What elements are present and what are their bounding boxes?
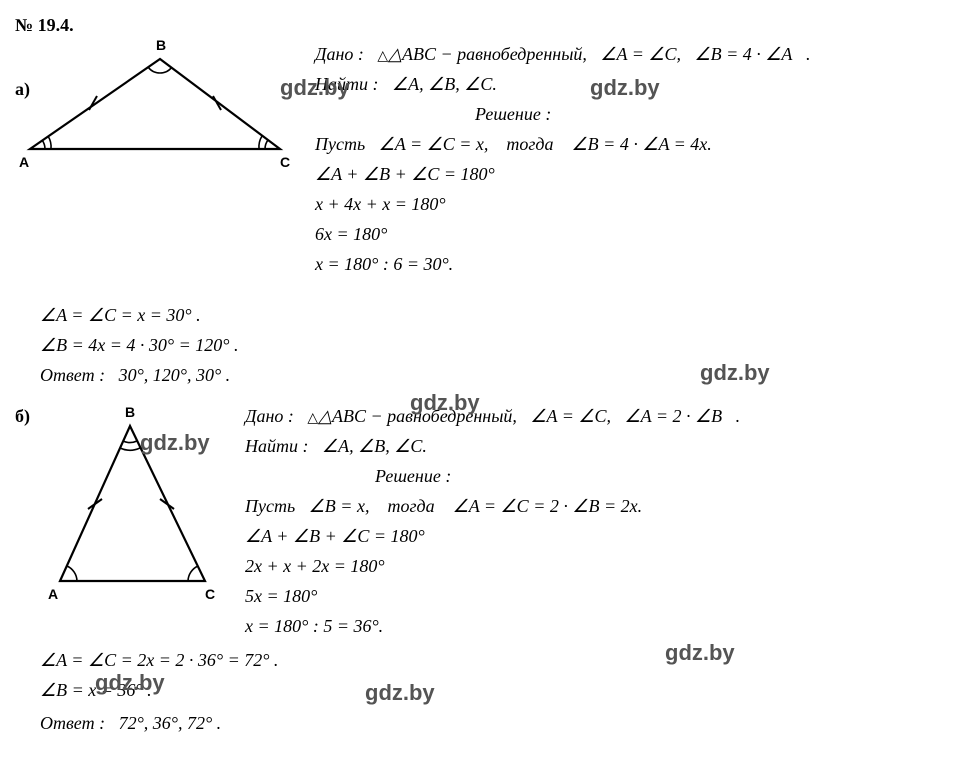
given-t3: ∠A = 2 · ∠B <box>625 406 723 426</box>
part-a-solution-label: Решение : <box>475 101 955 128</box>
part-a-eq3: 6x = 180° <box>315 221 955 248</box>
part-a-section: а) A B C Дано : △△ABC − равнобедренный, … <box>15 39 955 299</box>
let-t1: ∠A = ∠C = x, <box>379 134 489 154</box>
find-text: ∠A, ∠B, ∠C. <box>392 74 497 94</box>
part-a-res1: ∠A = ∠C = x = 30° . <box>40 302 955 329</box>
given-label: Дано : <box>315 44 364 64</box>
part-b-eq2: 2x + x + 2x = 180° <box>245 553 955 580</box>
given-t1: △ABC − равнобедренный, <box>318 406 517 426</box>
given-t2: ∠A = ∠C, <box>600 44 681 64</box>
part-b-res1: ∠A = ∠C = 2x = 2 · 36° = 72° . <box>40 647 955 674</box>
vertex-b-label-B: B <box>125 404 135 420</box>
then-label: тогда <box>387 496 434 516</box>
vertex-a-label-B: B <box>156 37 166 53</box>
given-label: Дано : <box>245 406 294 426</box>
find-label: Найти : <box>245 436 309 456</box>
given-t2: ∠A = ∠C, <box>530 406 611 426</box>
triangle-b-shape <box>60 426 205 581</box>
part-a-res2: ∠B = 4x = 4 · 30° = 120° . <box>40 332 955 359</box>
part-a-given: Дано : △△ABC − равнобедренный, ∠A = ∠C, … <box>315 39 955 68</box>
triangle-b-svg <box>35 406 235 606</box>
answer-text: 72°, 36°, 72° . <box>119 713 222 733</box>
part-b-eq3: 5x = 180° <box>245 583 955 610</box>
vertex-b-label-C: C <box>205 586 215 602</box>
vertex-b-label-A: A <box>48 586 58 602</box>
part-a-let: Пусть ∠A = ∠C = x, тогда ∠B = 4 · ∠A = 4… <box>315 131 955 158</box>
part-b-eq4: x = 180° : 5 = 36°. <box>245 613 955 640</box>
find-text: ∠A, ∠B, ∠C. <box>322 436 427 456</box>
given-t3: ∠B = 4 · ∠A <box>695 44 793 64</box>
part-b-solution-label: Решение : <box>375 463 955 490</box>
part-a-answer: Ответ : 30°, 120°, 30° . <box>40 362 955 389</box>
part-b-section: б) A B C Дано : △△ABC − равнобедренный, … <box>15 401 955 641</box>
problem-number: № 19.4. <box>15 15 955 36</box>
vertex-a-label-A: A <box>19 154 29 170</box>
then-label: тогда <box>506 134 553 154</box>
part-b-given: Дано : △△ABC − равнобедренный, ∠A = ∠C, … <box>245 401 955 430</box>
find-label: Найти : <box>315 74 379 94</box>
part-b-let: Пусть ∠B = x, тогда ∠A = ∠C = 2 · ∠B = 2… <box>245 493 955 520</box>
part-b-eq1: ∠A + ∠B + ∠C = 180° <box>245 523 955 550</box>
let-label: Пусть <box>245 496 295 516</box>
part-b-res2: ∠B = x = 36° . <box>40 677 955 704</box>
vertex-a-label-C: C <box>280 154 290 170</box>
part-b-label: б) <box>15 406 30 427</box>
part-b-answer: Ответ : 72°, 36°, 72° . <box>40 710 955 737</box>
answer-label: Ответ : <box>40 365 105 385</box>
triangle-a-svg <box>15 39 305 169</box>
given-t1: △ABC − равнобедренный, <box>388 44 587 64</box>
let-label: Пусть <box>315 134 365 154</box>
part-a-find: Найти : ∠A, ∠B, ∠C. <box>315 71 955 98</box>
answer-text: 30°, 120°, 30° . <box>119 365 231 385</box>
part-b-find: Найти : ∠A, ∠B, ∠C. <box>245 433 955 460</box>
part-a-eq1: ∠A + ∠B + ∠C = 180° <box>315 161 955 188</box>
answer-label: Ответ : <box>40 713 105 733</box>
part-a-eq2: x + 4x + x = 180° <box>315 191 955 218</box>
let-t2: ∠A = ∠C = 2 · ∠B = 2x. <box>453 496 643 516</box>
let-t1: ∠B = x, <box>309 496 370 516</box>
let-t2: ∠B = 4 · ∠A = 4x. <box>572 134 712 154</box>
part-a-eq4: x = 180° : 6 = 30°. <box>315 251 955 278</box>
